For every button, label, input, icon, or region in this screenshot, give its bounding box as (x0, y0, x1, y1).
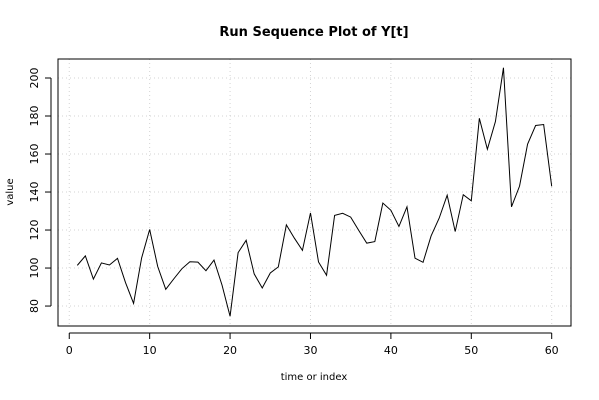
plot-frame (57, 58, 572, 327)
x-tick-label: 60 (545, 344, 559, 357)
y-tick-label: 100 (28, 258, 41, 279)
series-line (76, 67, 553, 317)
x-axis: 0 10 20 30 40 50 60 (66, 332, 559, 357)
y-axis-label: value (5, 178, 16, 205)
y-tick-label: 200 (28, 68, 41, 89)
y-tick-label: 120 (28, 220, 41, 241)
y-tick-label: 180 (28, 106, 41, 127)
y-tick-label: 140 (28, 182, 41, 203)
x-tick-label: 30 (303, 344, 317, 357)
x-tick-label: 10 (143, 344, 157, 357)
chart-title: Run Sequence Plot of Y[t] (219, 25, 408, 40)
y-axis: 80 100 120 140 160 180 200 (28, 68, 52, 313)
x-tick-label: 40 (384, 344, 398, 357)
series-group (76, 67, 553, 317)
x-axis-label: time or index (281, 372, 348, 383)
x-tick-label: 20 (223, 344, 237, 357)
x-tick-label: 0 (66, 344, 73, 357)
grid-lines (58, 59, 571, 326)
x-tick-label: 50 (464, 344, 478, 357)
y-tick-label: 80 (28, 299, 41, 313)
y-tick-label: 160 (28, 144, 41, 165)
